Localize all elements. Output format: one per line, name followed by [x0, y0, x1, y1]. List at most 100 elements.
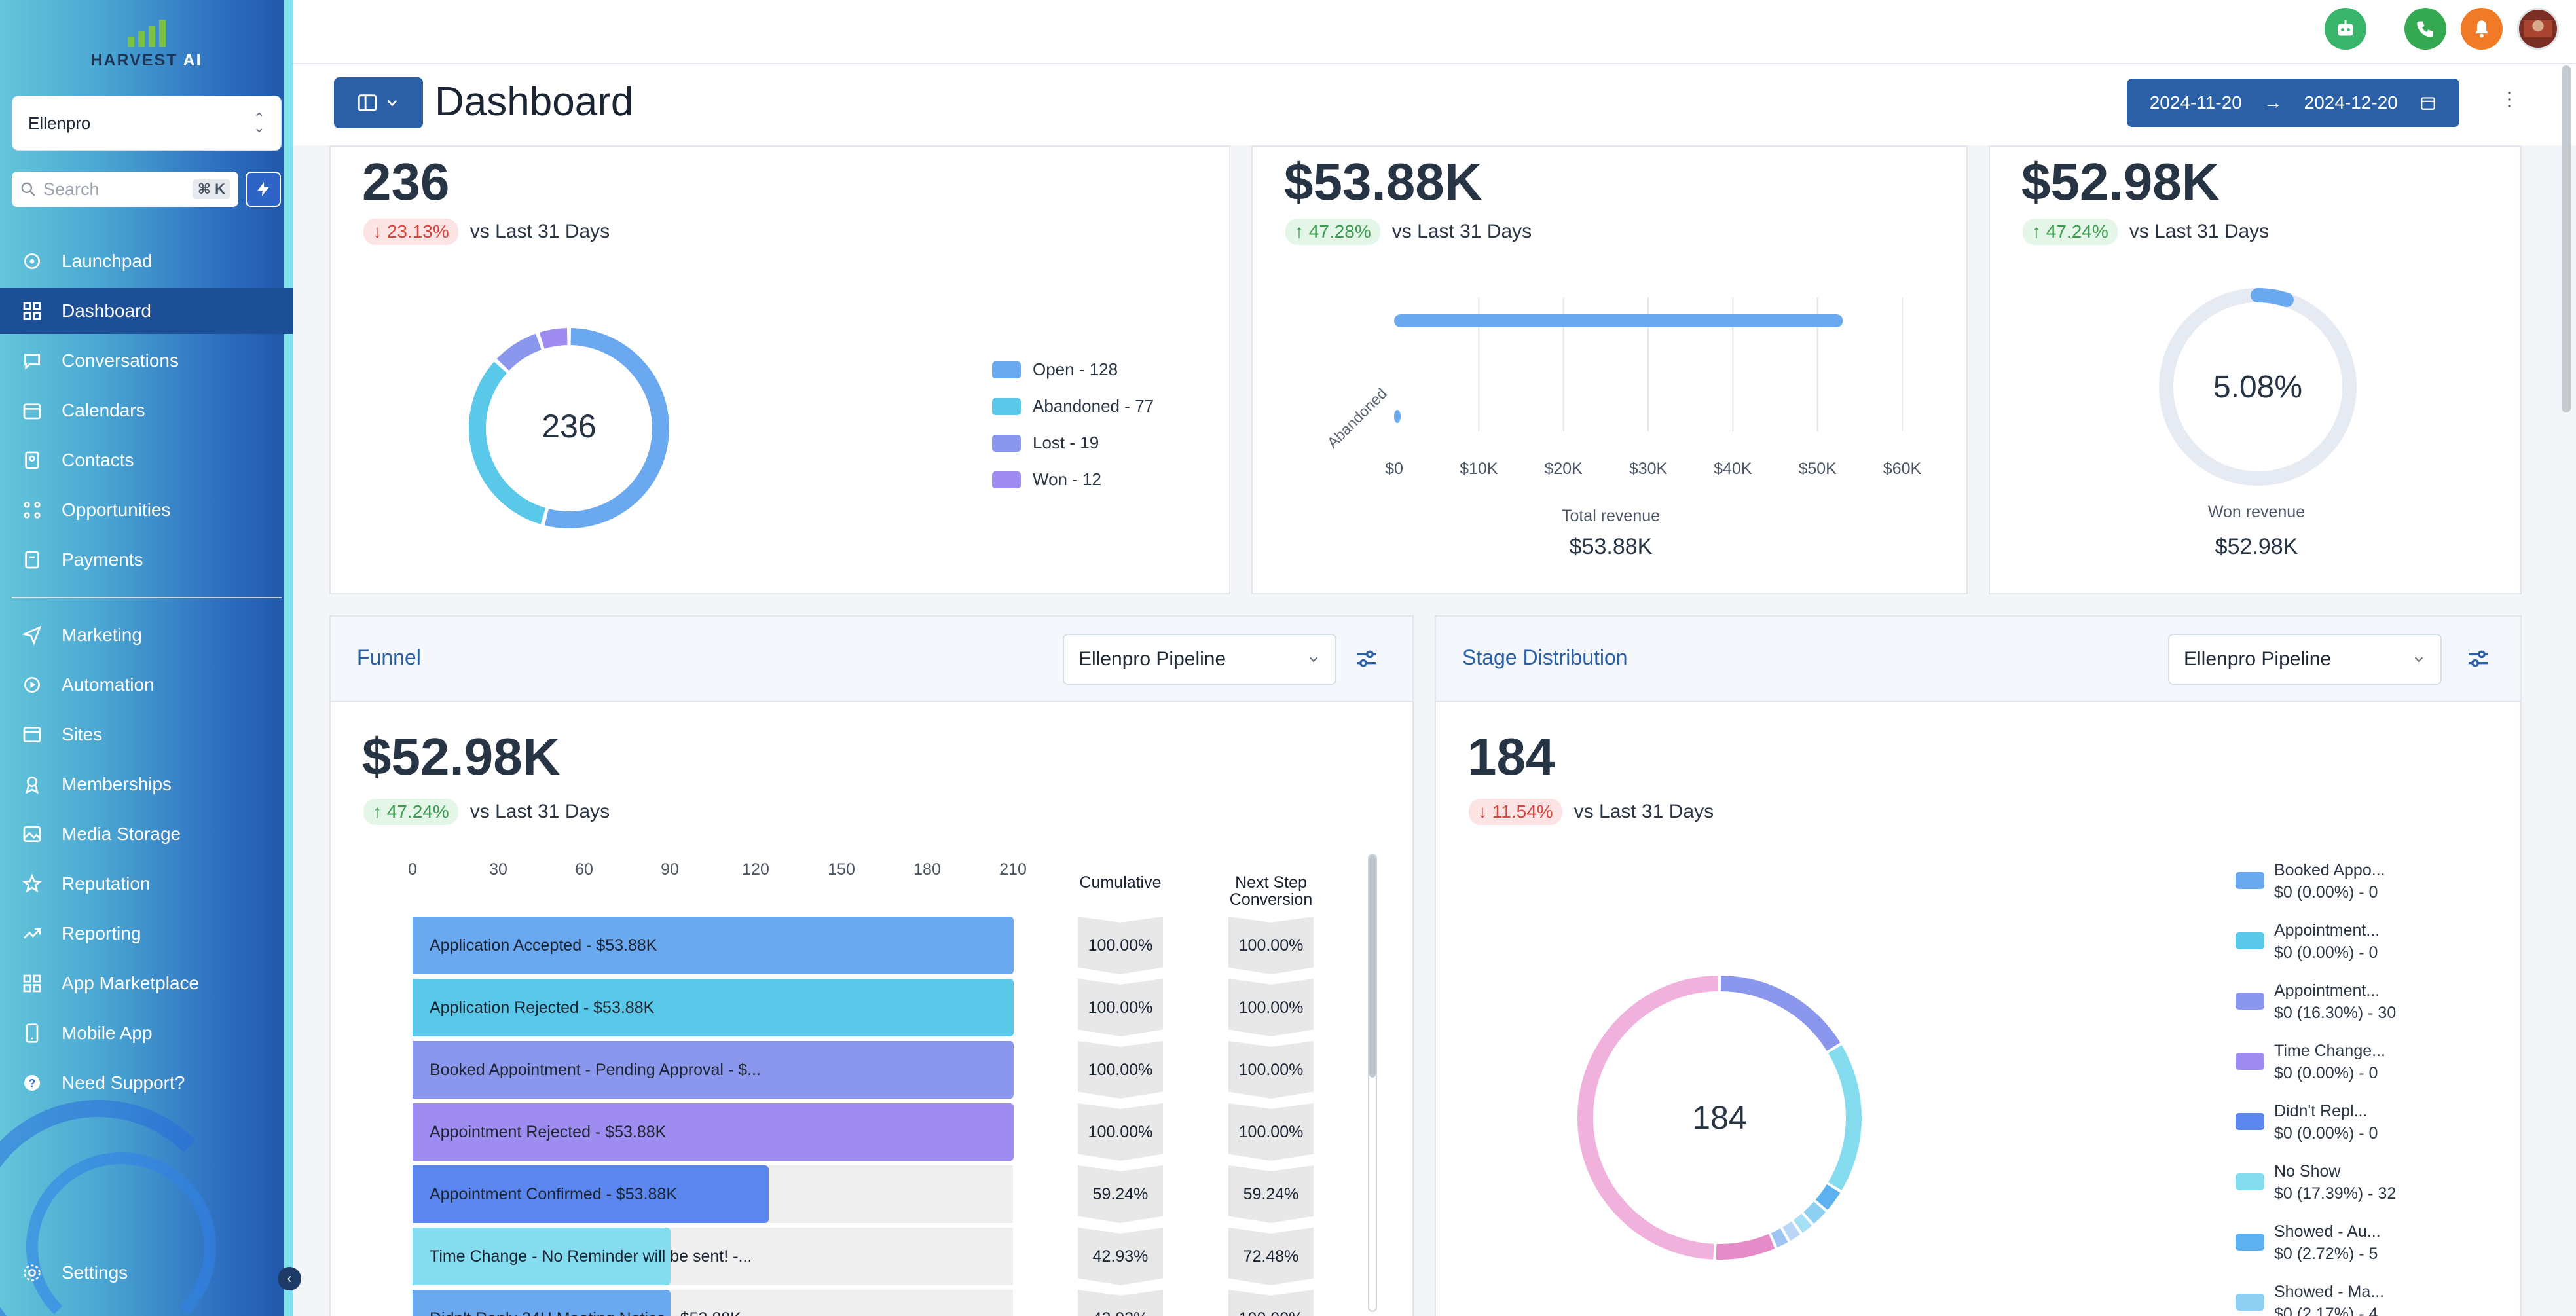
legend-item[interactable]: Didn't Repl... $0 (0.00%) - 0 — [2274, 1100, 2378, 1144]
bell-icon[interactable] — [2461, 8, 2503, 50]
stage-distribution-title: Stage Distribution — [1462, 646, 1628, 669]
sidebar-item-opportunities[interactable]: Opportunities — [0, 487, 293, 533]
x-tick-label: $30K — [1629, 460, 1668, 478]
funnel-row[interactable]: Appointment Confirmed - $53.88K — [413, 1165, 1013, 1223]
sidebar-item-launchpad[interactable]: Launchpad — [0, 238, 293, 284]
stage-donut-slice[interactable] — [1793, 1213, 1812, 1234]
legend-item[interactable]: Time Change... $0 (0.00%) - 0 — [2274, 1040, 2385, 1084]
sidebar-item-memberships[interactable]: Memberships — [0, 761, 293, 807]
legend-item[interactable]: Appointment... $0 (16.30%) - 30 — [2274, 979, 2396, 1024]
search-input[interactable]: Search ⌘ K — [12, 172, 238, 207]
funnel-row[interactable]: Didn't Reply 24H Meeting Notice - $53.88… — [413, 1290, 1013, 1316]
x-tick-label: 120 — [742, 860, 769, 879]
legend-item[interactable]: Lost - 19 — [992, 433, 1099, 453]
opportunities-donut-slice[interactable] — [539, 328, 568, 349]
opportunities-value: 236 — [362, 153, 450, 211]
sidebar-item-calendars[interactable]: Calendars — [0, 388, 293, 433]
opportunities-donut-slice[interactable] — [544, 328, 669, 528]
opportunities-donut-slice[interactable] — [469, 361, 546, 524]
funnel-bar[interactable]: Appointment Rejected - $53.88K — [413, 1103, 1014, 1161]
funnel-bar[interactable]: Application Rejected - $53.88K — [413, 979, 1014, 1036]
funnel-row[interactable]: Appointment Rejected - $53.88K — [413, 1103, 1014, 1161]
x-tick-label: 150 — [828, 860, 855, 879]
sidebar-item-dashboard[interactable]: Dashboard — [0, 288, 293, 334]
funnel-bar[interactable]: Appointment Confirmed - $53.88K — [413, 1165, 769, 1223]
legend-item[interactable]: Abandoned - 77 — [992, 396, 1154, 416]
layout-toggle-button[interactable] — [334, 77, 423, 128]
sidebar-item-conversations[interactable]: Conversations — [0, 338, 293, 384]
x-tick-label: $10K — [1460, 460, 1498, 478]
stage-distribution-delta: ↓ 11.54% vs Last 31 Days — [1469, 799, 1714, 825]
legend-item[interactable]: Won - 12 — [992, 469, 1101, 490]
funnel-bar[interactable]: Didn't Reply 24H Meeting Notice - $53.88… — [413, 1290, 741, 1316]
brand-name-main: HARVEST — [90, 51, 178, 69]
opportunities-icon — [20, 498, 45, 522]
won-revenue-footer-value: $52.98K — [2215, 534, 2298, 559]
date-range-picker[interactable]: 2024-11-20 → 2024-12-20 — [2127, 79, 2459, 127]
card-header: Funnel Ellenpro Pipeline — [331, 617, 1412, 702]
stage-donut-slice[interactable] — [1577, 976, 1719, 1260]
funnel-scroll-thumb[interactable] — [1369, 855, 1376, 1078]
funnel-bar[interactable]: Application Accepted - $53.88K — [413, 917, 1014, 974]
sidebar-item-sites[interactable]: Sites — [0, 712, 293, 758]
stage-donut-slice[interactable] — [1782, 1221, 1801, 1241]
funnel-row[interactable]: Booked Appointment - Pending Approval - … — [413, 1041, 1014, 1099]
sidebar-item-app-marketplace[interactable]: App Marketplace — [0, 960, 293, 1006]
sidebar-item-contacts[interactable]: Contacts — [0, 437, 293, 483]
opportunities-donut-slice[interactable] — [496, 333, 542, 371]
avatar[interactable] — [2517, 8, 2559, 50]
more-options-icon[interactable]: · · · — [2506, 81, 2512, 116]
legend-swatch — [2236, 1053, 2264, 1070]
pipeline-select[interactable]: Ellenpro Pipeline — [2168, 634, 2442, 685]
bot-icon[interactable] — [2325, 8, 2366, 50]
quick-action-button[interactable] — [246, 172, 281, 207]
revenue-bar[interactable] — [1394, 314, 1843, 327]
donut-center-label: 236 — [542, 408, 597, 445]
stage-donut-slice[interactable] — [1771, 1228, 1788, 1248]
sidebar-item-label: Reporting — [62, 923, 141, 943]
sidebar-item-payments[interactable]: Payments — [0, 537, 293, 583]
stage-donut-slice[interactable] — [1828, 1045, 1862, 1190]
funnel-row[interactable]: Time Change - No Reminder will be sent! … — [413, 1228, 1013, 1285]
legend-item[interactable]: No Show $0 (17.39%) - 32 — [2274, 1160, 2396, 1205]
stage-donut-slice[interactable] — [1815, 1184, 1841, 1210]
revenue-bar[interactable] — [1394, 410, 1401, 423]
donut-center-label: 184 — [1692, 1099, 1747, 1136]
sidebar-item-reporting[interactable]: Reporting — [0, 911, 293, 957]
sidebar-item-reputation[interactable]: Reputation — [0, 861, 293, 907]
filter-settings-icon[interactable] — [2465, 646, 2492, 672]
location-switcher[interactable]: Ellenpro ⌃ ⌄ — [12, 96, 282, 151]
legend-item[interactable]: Open - 128 — [992, 359, 1118, 380]
stage-donut-slice[interactable] — [1716, 1234, 1775, 1260]
funnel-bar[interactable]: Booked Appointment - Pending Approval - … — [413, 1041, 1014, 1099]
automation-icon — [20, 672, 45, 697]
filter-settings-icon[interactable] — [1353, 646, 1380, 672]
page-scrollbar[interactable] — [2562, 65, 2571, 412]
funnel-scroll-track[interactable] — [1368, 854, 1377, 1312]
funnel-row[interactable]: Application Rejected - $53.88K — [413, 979, 1014, 1036]
funnel-delta: ↑ 47.24% vs Last 31 Days — [363, 799, 610, 825]
collapse-sidebar-button[interactable]: ‹ — [278, 1267, 301, 1290]
legend-item[interactable]: Showed - Ma... $0 (2.17%) - 4 — [2274, 1281, 2384, 1316]
phone-icon[interactable] — [2404, 8, 2446, 50]
legend-item[interactable]: Booked Appo... $0 (0.00%) - 0 — [2274, 859, 2385, 904]
stage-donut-slice[interactable] — [1720, 976, 1841, 1051]
stage-donut-slice[interactable] — [1803, 1201, 1826, 1224]
sidebar-item-automation[interactable]: Automation — [0, 662, 293, 708]
sidebar-item-need-support[interactable]: ? Need Support? — [0, 1060, 293, 1106]
pipeline-select[interactable]: Ellenpro Pipeline — [1063, 634, 1336, 685]
payments-icon — [20, 547, 45, 572]
legend-item[interactable]: Appointment... $0 (0.00%) - 0 — [2274, 919, 2380, 964]
revenue-bar-chart: $0 $10K $20K $30K $40K $50K $60K Abandoned — [1324, 297, 1922, 478]
legend-item[interactable]: Showed - Au... $0 (2.72%) - 5 — [2274, 1220, 2381, 1265]
sidebar-item-media-storage[interactable]: Media Storage — [0, 811, 293, 857]
x-tick-label: 0 — [408, 860, 417, 879]
chevron-down-icon — [2414, 657, 2423, 663]
funnel-bar[interactable]: Time Change - No Reminder will be sent! … — [413, 1228, 752, 1285]
sidebar-item-marketing[interactable]: Marketing — [0, 612, 293, 658]
legend-label: Won - 12 — [1033, 469, 1102, 489]
sidebar-item-mobile-app[interactable]: Mobile App — [0, 1010, 293, 1056]
sidebar-item-settings[interactable]: Settings — [0, 1250, 293, 1296]
legend-detail: $0 (0.00%) - 0 — [2274, 1124, 2378, 1142]
funnel-row[interactable]: Application Accepted - $53.88K — [413, 917, 1014, 974]
